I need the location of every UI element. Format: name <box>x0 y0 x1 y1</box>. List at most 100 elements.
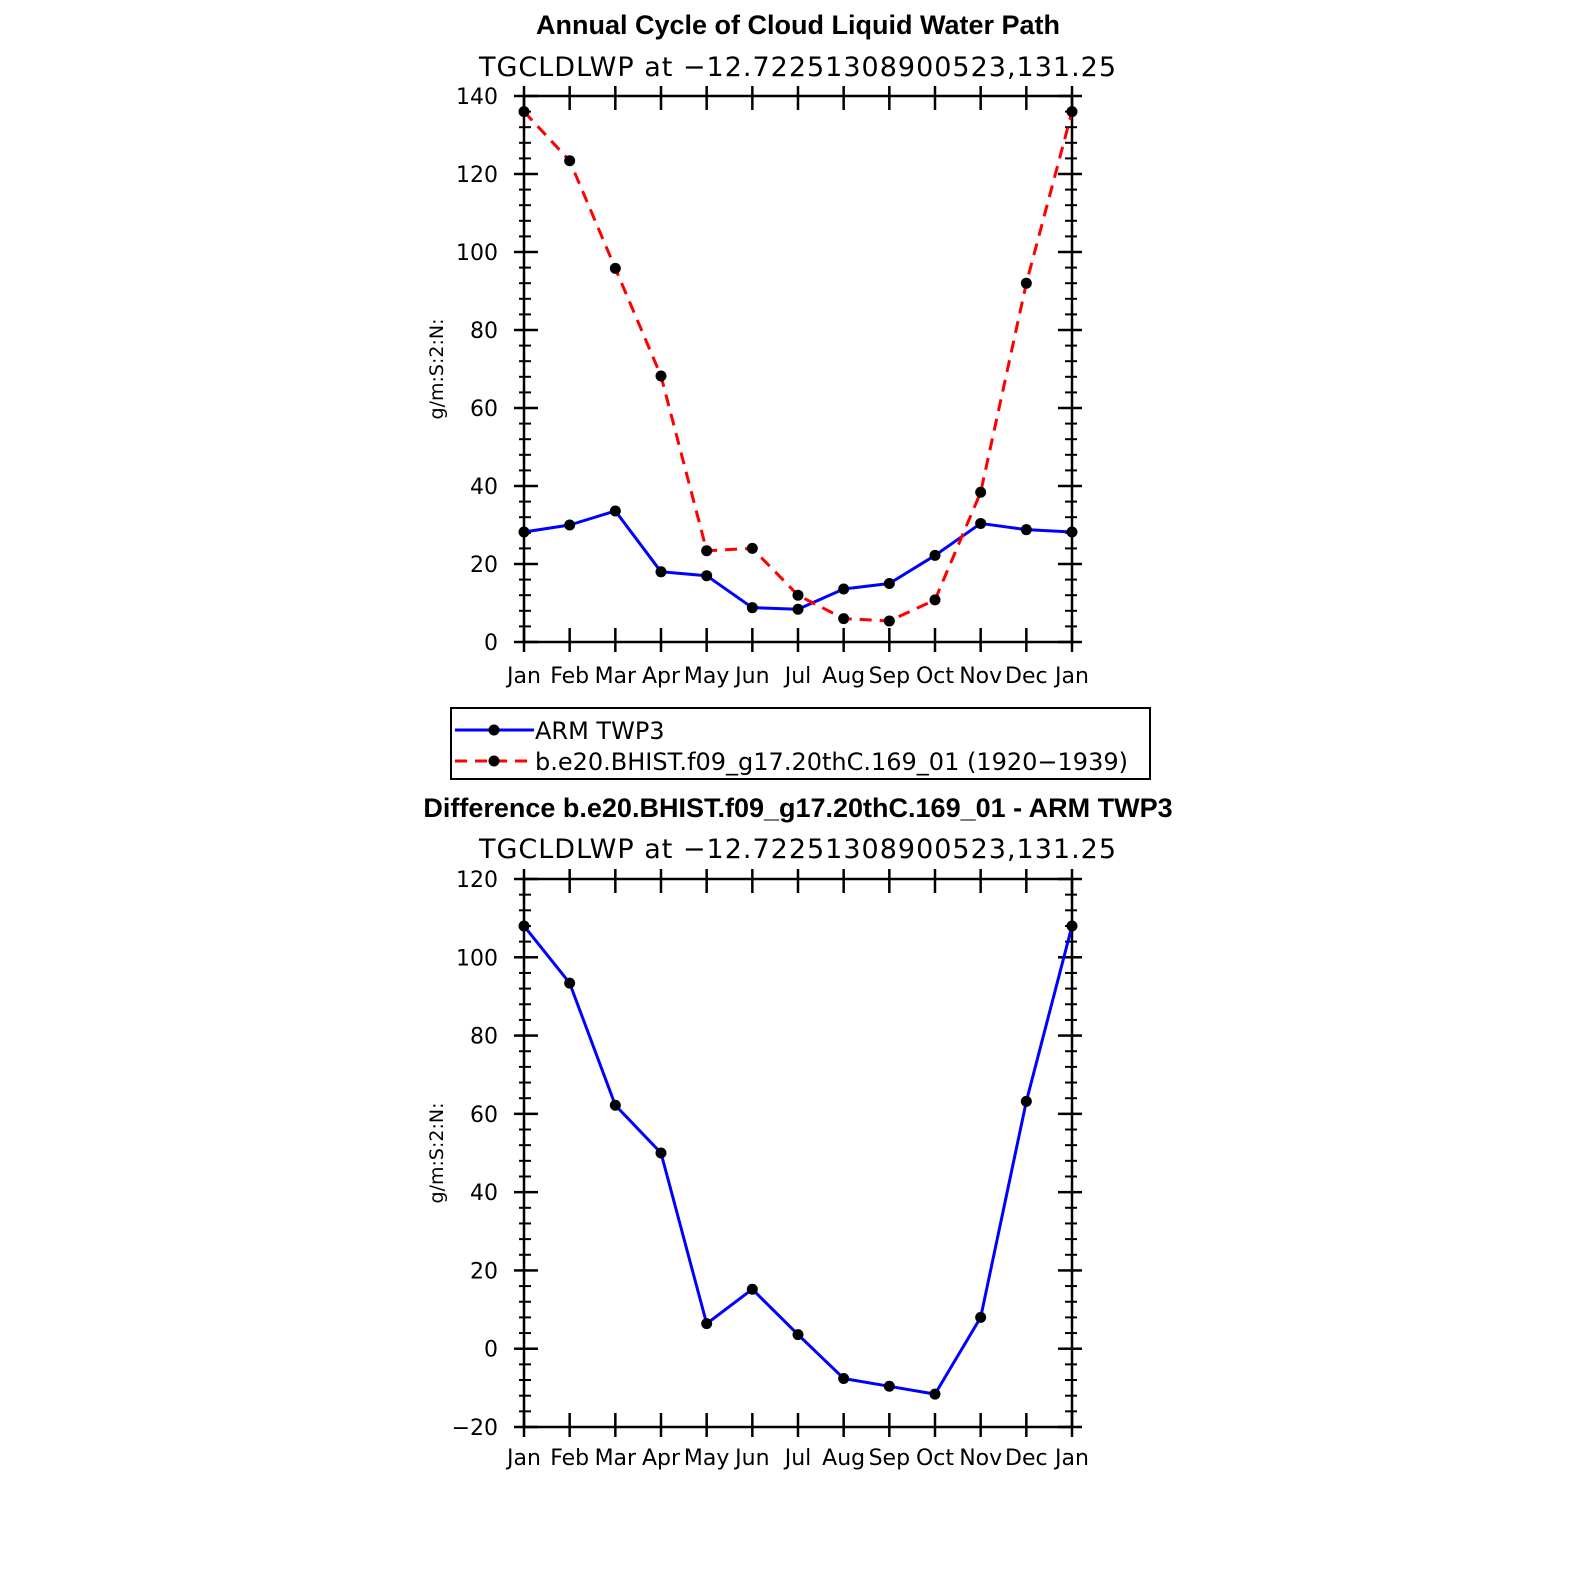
data-point <box>746 602 758 614</box>
data-point <box>518 920 530 932</box>
data-point <box>701 1318 713 1330</box>
data-point <box>609 505 621 517</box>
data-point <box>746 542 758 554</box>
data-point <box>655 566 667 578</box>
y-tick-label: 100 <box>456 946 498 971</box>
legend-label-2: b.e20.BHIST.f09_g17.20thC.169_01 (1920−1… <box>535 748 1128 776</box>
legend-label-1: ARM TWP3 <box>535 717 665 745</box>
x-tick-label: Jul <box>783 1446 812 1471</box>
data-point <box>518 106 530 118</box>
legend: ARM TWP3 b.e20.BHIST.f09_g17.20thC.169_01… <box>450 707 1151 780</box>
data-point <box>838 583 850 595</box>
y-tick-label: 140 <box>456 85 498 110</box>
data-point <box>655 1147 667 1159</box>
x-tick-label: Jan <box>505 664 541 689</box>
y-tick-label: 80 <box>470 1025 498 1050</box>
chart-panel-2: Difference b.e20.BHIST.f09_g17.20thC.169… <box>423 793 1172 1471</box>
x-tick-label: Nov <box>959 1446 1002 1471</box>
data-point <box>609 262 621 274</box>
data-point <box>564 977 576 989</box>
data-point <box>1020 1095 1032 1107</box>
data-point <box>792 1329 804 1341</box>
data-point <box>701 545 713 557</box>
data-point <box>564 155 576 167</box>
data-point <box>838 1372 850 1384</box>
data-point <box>701 570 713 582</box>
data-point <box>655 370 667 382</box>
data-point <box>518 526 530 538</box>
data-point <box>1066 920 1078 932</box>
plot-frame <box>522 877 1074 1429</box>
x-tick-label: Dec <box>1005 1446 1048 1471</box>
data-point <box>929 549 941 561</box>
series-line-1 <box>522 925 1074 1396</box>
data-point <box>883 1380 895 1392</box>
y-tick-label: −20 <box>452 1416 498 1441</box>
plot-frame <box>522 94 1074 644</box>
y-tick-label: 80 <box>470 319 498 344</box>
y-tick-label: 20 <box>470 553 498 578</box>
legend-marker <box>488 755 500 767</box>
data-point <box>1066 526 1078 538</box>
y-axis-label: g/m:S:2:N: <box>426 1103 448 1204</box>
x-tick-label: Nov <box>959 664 1002 689</box>
x-tick-label: Sep <box>869 664 910 689</box>
x-tick-label: Mar <box>595 664 637 689</box>
x-tick-label: Jan <box>1053 1446 1089 1471</box>
x-tick-label: Feb <box>550 664 589 689</box>
x-tick-label: May <box>684 664 729 689</box>
data-point <box>883 578 895 589</box>
data-point <box>792 603 804 615</box>
legend-box <box>450 707 1151 780</box>
data-point <box>1020 277 1032 289</box>
x-tick-label: Jul <box>783 664 812 689</box>
x-tick-label: Jun <box>733 664 769 689</box>
x-tick-label: Aug <box>822 1446 865 1471</box>
data-point <box>1020 524 1032 536</box>
x-tick-label: Dec <box>1005 664 1048 689</box>
data-point <box>929 1388 941 1400</box>
chart-title: Difference b.e20.BHIST.f09_g17.20thC.169… <box>423 793 1172 823</box>
data-point <box>883 615 895 627</box>
y-tick-label: 0 <box>484 1338 498 1363</box>
x-tick-label: Mar <box>595 1446 637 1471</box>
data-point <box>838 613 850 625</box>
y-tick-label: 40 <box>470 1181 498 1206</box>
y-tick-label: 40 <box>470 475 498 500</box>
x-tick-label: Oct <box>916 1446 954 1471</box>
data-point <box>746 1283 758 1295</box>
data-point <box>609 1099 621 1111</box>
x-tick-label: Jan <box>505 1446 541 1471</box>
chart-panel-1: Annual Cycle of Cloud Liquid Water Path T… <box>426 10 1117 689</box>
x-tick-label: May <box>684 1446 729 1471</box>
data-point <box>1066 106 1078 118</box>
x-tick-label: Sep <box>869 1446 910 1471</box>
data-point <box>792 589 804 601</box>
y-tick-label: 100 <box>456 241 498 266</box>
chart-subtitle: TGCLDLWP at −12.72251308900523,131.25 <box>478 834 1117 865</box>
x-tick-label: Feb <box>550 1446 589 1471</box>
chart-title: Annual Cycle of Cloud Liquid Water Path <box>536 10 1060 40</box>
x-tick-label: Apr <box>642 664 681 689</box>
data-point <box>564 519 576 531</box>
y-tick-label: 20 <box>470 1259 498 1284</box>
x-tick-label: Jan <box>1053 664 1089 689</box>
y-tick-label: 120 <box>456 163 498 188</box>
y-tick-label: 0 <box>484 631 498 656</box>
data-point <box>975 1311 987 1323</box>
data-point <box>975 517 987 529</box>
x-tick-label: Jun <box>733 1446 769 1471</box>
y-tick-label: 120 <box>456 868 498 893</box>
y-axis-label: g/m:S:2:N: <box>426 319 448 420</box>
x-tick-label: Oct <box>916 664 954 689</box>
data-point <box>929 594 941 606</box>
x-tick-label: Apr <box>642 1446 681 1471</box>
series-line-2 <box>522 110 1074 623</box>
chart-subtitle: TGCLDLWP at −12.72251308900523,131.25 <box>478 52 1117 83</box>
y-tick-label: 60 <box>470 1103 498 1128</box>
legend-marker <box>488 724 500 736</box>
y-tick-label: 60 <box>470 397 498 422</box>
data-point <box>975 486 987 498</box>
x-tick-label: Aug <box>822 664 865 689</box>
